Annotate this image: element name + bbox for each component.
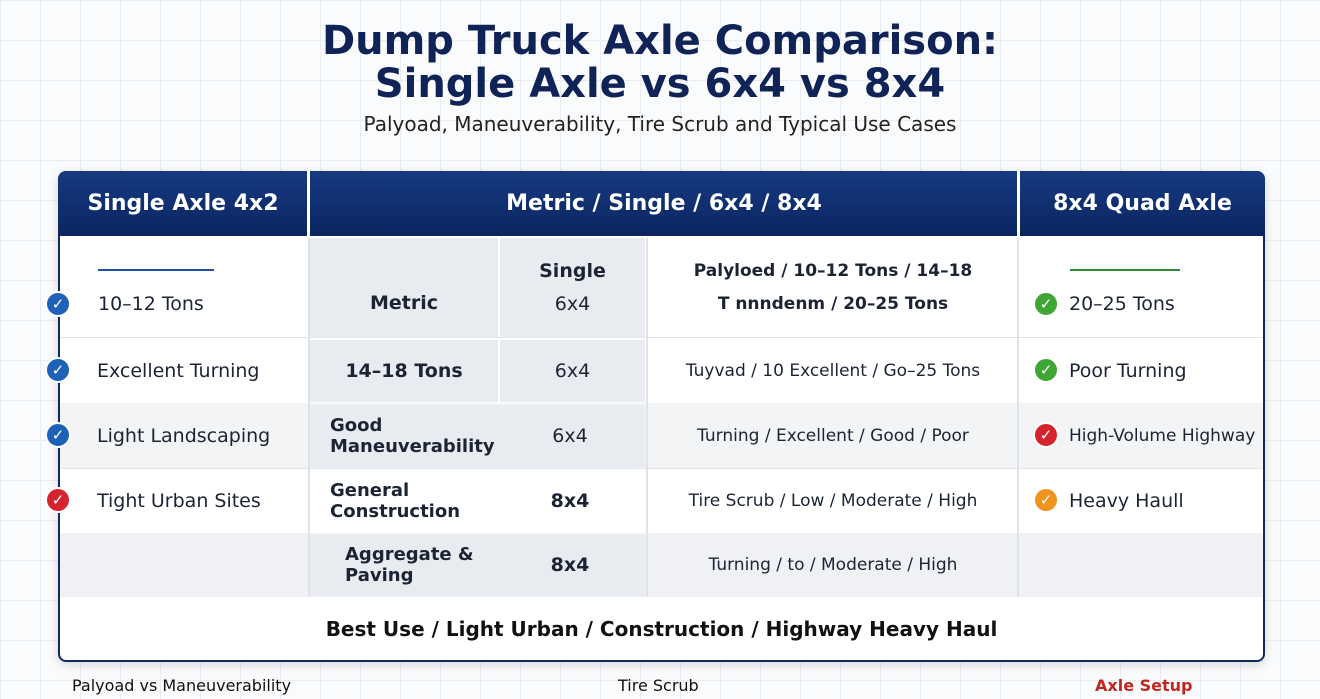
check-icon: ✓ [45,422,71,448]
cell: Turning / to / Moderate / High [708,555,958,575]
cell [500,238,645,337]
bottom-label: Palyoad vs Maneuverability [72,675,292,695]
cell [310,535,645,596]
divider [1017,171,1020,236]
cell: General Construction [330,479,461,522]
cell: Light Landscaping [97,424,271,447]
cell: Tuyvad / 10 Excellent / Go–25 Tons [685,360,981,381]
cell: 20–25 Tons [1069,293,1175,315]
accent-line [98,269,214,271]
cell: 8x4 [550,489,590,512]
cell [310,340,498,402]
check-icon: ✓ [1033,291,1059,317]
cell: T nnndenm / 20–25 Tons [717,294,949,314]
cell: 8x4 [550,554,590,576]
check-icon: ✓ [1033,422,1059,448]
accent-line [1070,269,1180,271]
header-cell: Single Axle 4x2 [87,191,279,216]
cell [500,340,645,402]
cell: Heavy Haull [1069,489,1184,512]
cell: Metric [369,292,439,314]
header-cell: 8x4 Quad Axle [1053,191,1232,216]
cell: Good Maneuverability [330,414,495,457]
check-icon: ✓ [45,487,71,513]
cell: 14–18 Tons [345,359,463,382]
check-icon: ✓ [45,357,71,383]
row-line [60,468,1263,469]
row-bg [60,533,1263,597]
divider [646,238,648,597]
bottom-label: Axle Setup [1095,675,1193,695]
header-cell: Metric / Single / 6x4 / 8x4 [506,191,822,216]
divider [1017,238,1019,597]
cell: Turning / Excellent / Good / Poor [697,425,969,446]
header-bar [58,171,1265,236]
cell: Tire Scrub / Low / Moderate / High [688,490,978,511]
subtitle: Palyoad, Maneuverability, Tire Scrub and… [363,112,957,136]
divider [307,171,310,236]
cell: Palyloed / 10–12 Tons / 14–18 [693,261,973,281]
cell: Aggregate & Paving [345,544,474,586]
cell: Poor Turning [1069,359,1187,382]
cell: 10–12 Tons [98,293,204,315]
cell [310,238,498,337]
check-icon: ✓ [1033,357,1059,383]
row-bg [60,403,1263,468]
title: Single Axle vs 6x4 vs 8x4 [374,61,946,107]
cell: Single [539,260,606,282]
cell: 6x4 [554,293,591,315]
cell: Excellent Turning [97,359,260,382]
cell: 6x4 [552,424,588,447]
check-icon: ✓ [1033,487,1059,513]
cell: High-Volume Highway [1069,425,1256,446]
cell: Tight Urban Sites [97,489,261,512]
table-footer: Best Use / Light Urban / Construction / … [325,616,998,641]
row-line [60,337,1263,338]
cell: 6x4 [554,359,591,382]
check-icon: ✓ [45,291,71,317]
title: Dump Truck Axle Comparison: [321,18,999,64]
divider [308,238,310,597]
cell [310,405,645,467]
bottom-label: Tire Scrub [618,675,699,695]
